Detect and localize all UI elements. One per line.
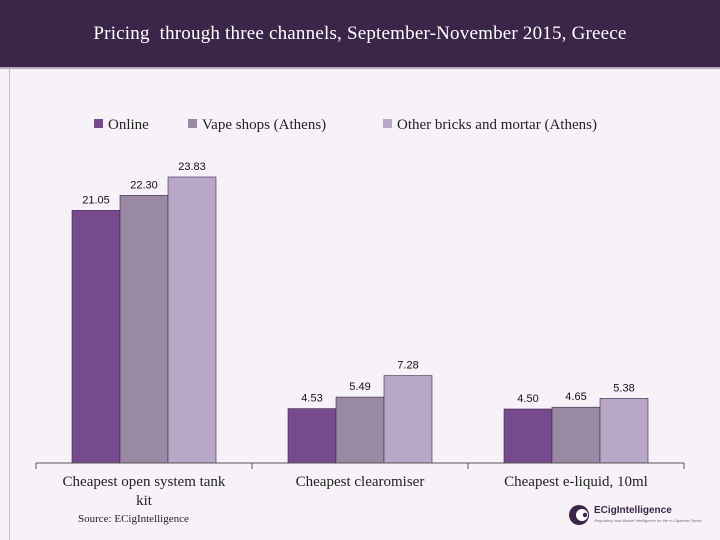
legend-label: Online xyxy=(108,117,149,133)
legend-swatch xyxy=(383,119,392,128)
bar-2-2 xyxy=(335,396,385,464)
bar-2-3 xyxy=(551,406,601,464)
data-label: 4.65 xyxy=(565,391,586,403)
data-label: 5.49 xyxy=(349,381,370,393)
data-label: 23.83 xyxy=(178,161,206,173)
legend-label: Other bricks and mortar (Athens) xyxy=(397,117,597,133)
legend-label: Vape shops (Athens) xyxy=(202,117,326,133)
data-label: 22.30 xyxy=(130,179,158,191)
logo-brand: ECigIntelligence xyxy=(594,505,672,516)
data-label: 5.38 xyxy=(613,382,634,394)
bar-1-2 xyxy=(287,408,337,464)
logo-icon xyxy=(569,505,589,525)
data-label: 21.05 xyxy=(82,194,110,206)
header-bar: Pricing through three channels, Septembe… xyxy=(0,0,720,67)
bar-3-1 xyxy=(167,176,217,464)
x-tick-label: Cheapest clearomiser xyxy=(296,474,425,490)
logo-tagline: Regulatory and Market Intelligence for t… xyxy=(594,518,702,523)
legend-swatch xyxy=(94,119,103,128)
data-label: 7.28 xyxy=(397,360,418,372)
bar-1-1 xyxy=(71,210,121,464)
data-label: 4.50 xyxy=(517,393,538,405)
data-label: 4.53 xyxy=(301,393,322,405)
x-tick-label: Cheapest e-liquid, 10ml xyxy=(504,474,648,490)
left-rule xyxy=(9,69,10,540)
bar-2-1 xyxy=(119,195,169,464)
legend-swatch xyxy=(188,119,197,128)
x-tick-label: kit xyxy=(136,493,153,509)
page-title: Pricing through three channels, Septembe… xyxy=(93,22,627,44)
ecigintelligence-logo: ECigIntelligence Regulatory and Market I… xyxy=(566,502,716,528)
bar-3-3 xyxy=(599,398,649,464)
header-divider xyxy=(0,67,720,69)
source-note: Source: ECigIntelligence xyxy=(78,513,189,525)
x-tick-label: Cheapest open system tank xyxy=(63,474,226,490)
bar-3-2 xyxy=(383,375,433,464)
bar-1-3 xyxy=(503,408,553,464)
